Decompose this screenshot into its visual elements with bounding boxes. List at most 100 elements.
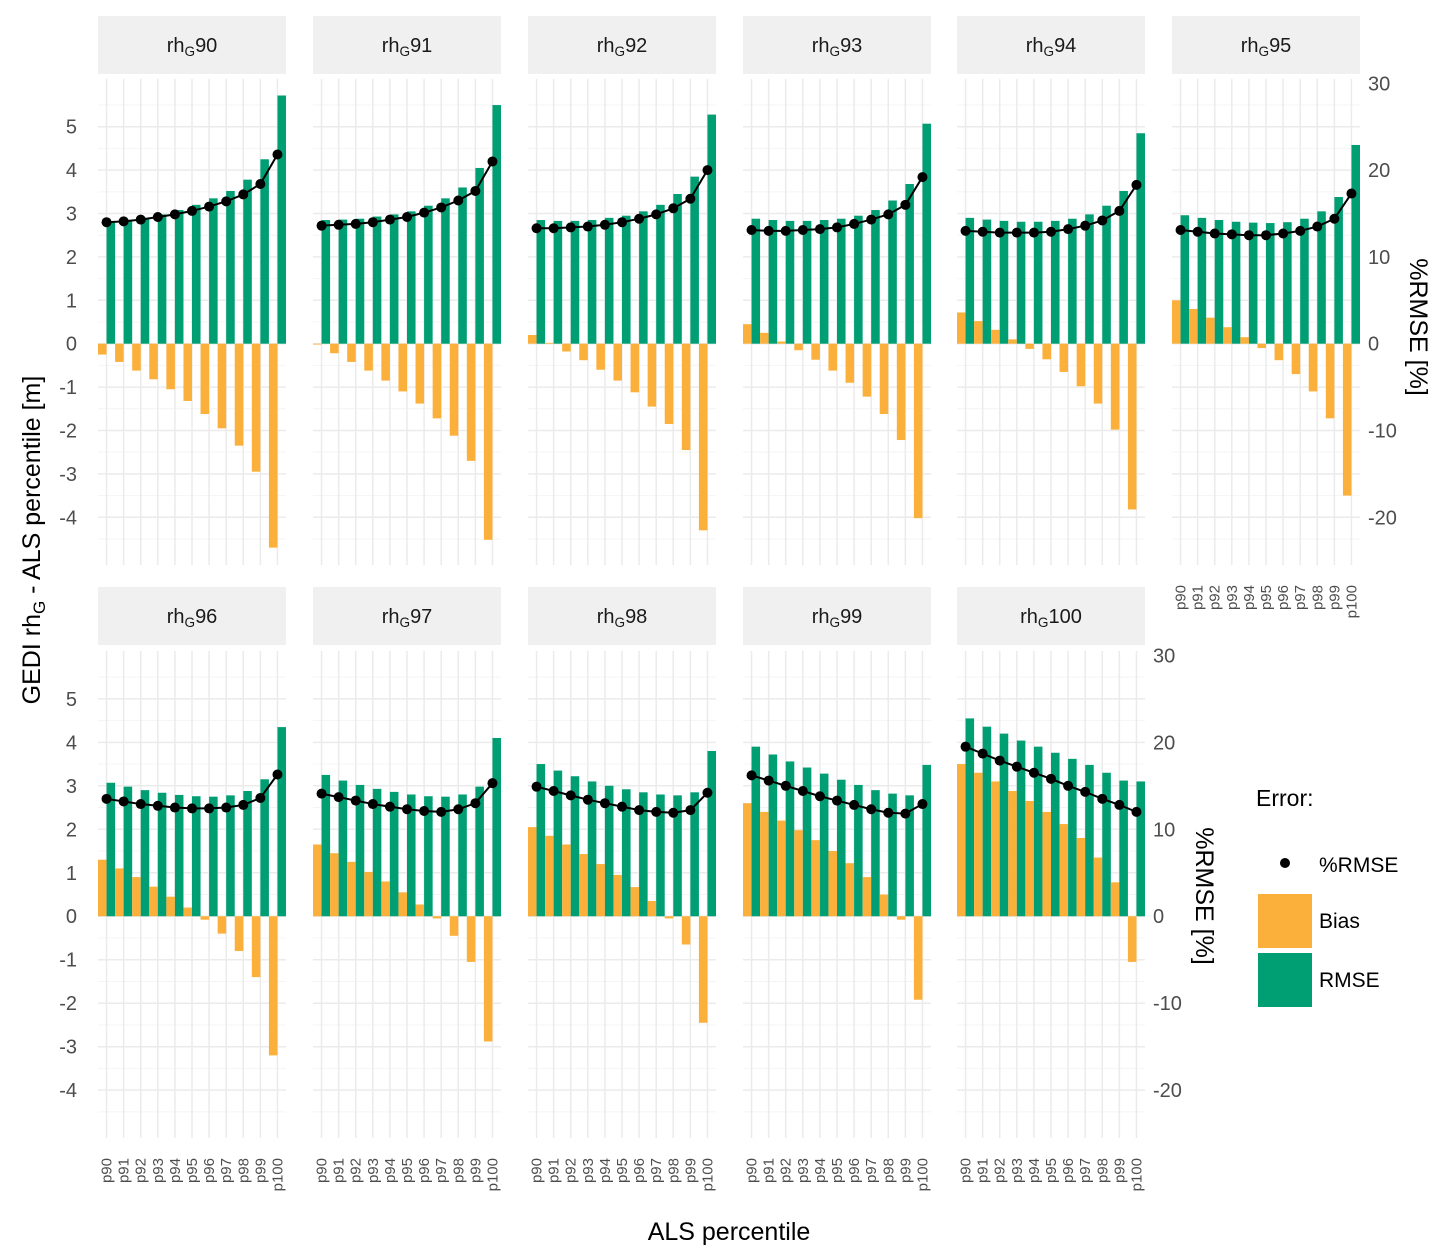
facet-panel: rhG97 p90 p91 p92 p93 p94 p95 p96 p97 p98 p99 p100 [313, 587, 501, 1191]
prmse-point [746, 770, 757, 781]
prmse-point [849, 218, 860, 229]
rmse-bar [673, 193, 682, 344]
x-tick-label: p98 [1309, 585, 1326, 610]
prmse-point [531, 781, 542, 792]
rmse-bar [707, 114, 716, 344]
rmse-bar [871, 210, 880, 344]
legend-label: %RMSE [1319, 854, 1398, 877]
rmse-bar [1248, 222, 1258, 344]
bias-bar [1025, 801, 1034, 917]
prmse-point [135, 799, 146, 810]
bias-bar [132, 343, 141, 371]
x-tick-label: p96 [416, 1158, 433, 1183]
legend-title: Error: [1256, 785, 1314, 811]
x-tick-label: p95 [1043, 1158, 1060, 1183]
x-tick-label: p91 [761, 1158, 778, 1183]
bias-bar [777, 820, 786, 917]
prmse-point [204, 201, 215, 212]
legend: Error: %RMSE Bias RMSE [1256, 785, 1398, 1007]
prmse-point [668, 807, 679, 818]
bias-bar [647, 901, 657, 917]
prmse-point [367, 799, 378, 810]
rmse-bar [871, 790, 880, 917]
x-tick-label: p95 [399, 1158, 416, 1183]
x-tick-label: p94 [1241, 585, 1258, 610]
prmse-point [797, 225, 808, 236]
prmse-point [221, 802, 232, 813]
prmse-point [763, 775, 774, 786]
rmse-bar [690, 792, 699, 917]
rmse-bar [536, 220, 546, 344]
prmse-point [487, 778, 498, 789]
bias-bar [1342, 343, 1352, 496]
rmse-bar [1016, 740, 1026, 917]
rmse-bar [837, 218, 846, 344]
facet-strip [1172, 16, 1360, 74]
prmse-point [1131, 806, 1142, 817]
rmse-bar [209, 796, 218, 917]
y-tick-label: 0 [66, 906, 77, 928]
facet-strip [313, 16, 501, 74]
bias-bar [579, 854, 588, 917]
prmse-point [470, 798, 481, 809]
prmse-point [1312, 221, 1323, 232]
bias-bar [364, 343, 373, 371]
rmse-bar [622, 789, 631, 917]
prmse-point [1028, 227, 1039, 238]
prmse-point [1226, 229, 1237, 240]
rmse-bar [1016, 221, 1026, 344]
prmse-point [272, 769, 283, 780]
bias-bar [613, 874, 622, 917]
prmse-point [832, 222, 842, 233]
rmse-bar [492, 737, 501, 917]
prmse-point [152, 211, 163, 222]
rmse-bar [1266, 223, 1275, 344]
x-tick-label: p90 [958, 1158, 975, 1183]
rmse-bar [536, 764, 546, 917]
prmse-point [1011, 761, 1022, 772]
prmse-point [651, 209, 662, 220]
rmse-bar [604, 785, 614, 917]
x-axis-title: ALS percentile [648, 1218, 811, 1246]
prmse-point [917, 799, 928, 810]
bias-bar [957, 764, 966, 917]
rmse-bar [106, 782, 116, 917]
rmse-bar [475, 786, 484, 917]
rmse-bar [355, 784, 365, 917]
y-tick-label: 1 [66, 863, 77, 885]
rmse-bar [1051, 220, 1060, 344]
x-tick-label: p94 [1026, 1158, 1043, 1183]
rmse-bar [905, 184, 914, 344]
bias-bar [415, 343, 425, 404]
rmse-bar [226, 190, 235, 344]
bias-bar [1172, 300, 1181, 344]
prmse-point [350, 218, 361, 229]
prmse-point [255, 792, 266, 803]
bias-bar [1059, 824, 1069, 917]
rmse-bar [157, 792, 167, 917]
x-tick-label: p99 [1111, 1158, 1128, 1183]
x-tick-label: p91 [546, 1158, 563, 1183]
y2-axis-title: %RMSE [%] [1404, 258, 1432, 396]
x-tick-label: p98 [450, 1158, 467, 1183]
legend-key-bar [1258, 894, 1312, 948]
rmse-bar [1351, 144, 1360, 344]
prmse-point [565, 222, 576, 233]
x-tick-label: p99 [682, 1158, 699, 1183]
facet-strip [528, 587, 716, 645]
bias-bar [347, 343, 356, 362]
bias-bar [528, 827, 537, 917]
prmse-point [977, 226, 988, 237]
bias-bar [1127, 343, 1137, 510]
bias-bar [777, 341, 786, 344]
facet-panel: rhG95 p90 p91 p92 p93 p94 p95 p96 p97 p98 p99 p100 [1172, 16, 1360, 618]
bias-bar [862, 877, 872, 917]
rmse-bar [1051, 752, 1060, 917]
prmse-point [1261, 230, 1271, 241]
facet-strip [957, 587, 1145, 645]
bias-bar [183, 343, 192, 401]
x-tick-label: p99 [467, 1158, 484, 1183]
prmse-point [272, 149, 283, 160]
bias-bar [811, 840, 820, 917]
x-tick-label: p92 [133, 1158, 150, 1183]
